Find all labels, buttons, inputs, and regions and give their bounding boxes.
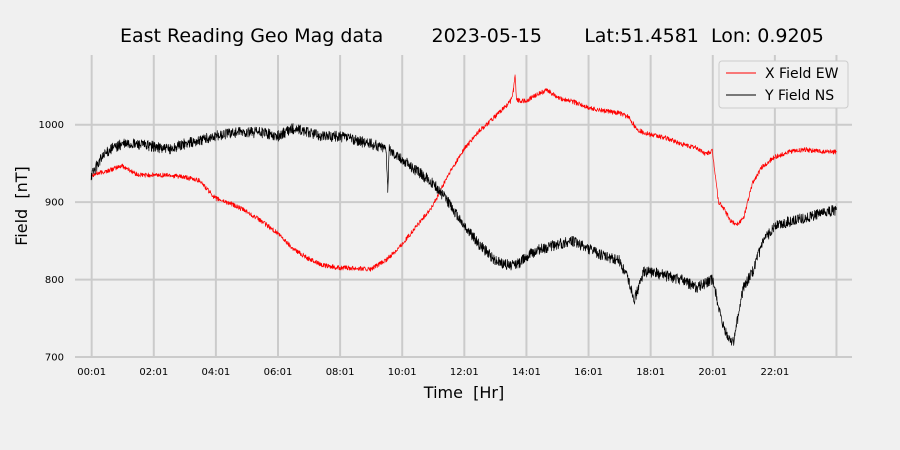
x-tick-label: 08:01 (326, 367, 355, 378)
y-tick-label: 700 (45, 353, 64, 364)
y-tick-label: 900 (45, 198, 64, 209)
grid (75, 55, 852, 358)
x-axis-label: Time [Hr] (423, 383, 504, 402)
x-tick-label: 04:01 (201, 367, 230, 378)
series-line-y-field-ns (90, 123, 837, 346)
y-tick-label: 800 (45, 275, 64, 286)
x-tick-label: 22:01 (760, 367, 789, 378)
x-tick-label: 02:01 (139, 367, 168, 378)
x-tick-label: 20:01 (698, 367, 727, 378)
y-axis-label: Field [nT] (12, 166, 31, 246)
series-layer (90, 74, 837, 346)
legend: X Field EW Y Field NS (718, 60, 849, 109)
ticks: 700 800 900 1000 00:01 02:01 04:01 06:01 08:01 10… (39, 120, 790, 378)
x-tick-label: 06:01 (264, 367, 293, 378)
chart-title: East Reading Geo Mag data 2023-05-15 Lat… (120, 25, 824, 47)
legend-label-x-field: X Field EW (765, 66, 839, 82)
series-line-x-field-ew (90, 74, 837, 272)
x-tick-label: 00:01 (77, 367, 106, 378)
x-tick-label: 10:01 (388, 367, 417, 378)
y-tick-label: 1000 (39, 120, 64, 131)
x-tick-label: 18:01 (636, 367, 665, 378)
x-tick-label: 14:01 (512, 367, 541, 378)
x-tick-label: 12:01 (450, 367, 479, 378)
x-tick-label: 16:01 (574, 367, 603, 378)
legend-label-y-field: Y Field NS (764, 88, 834, 104)
